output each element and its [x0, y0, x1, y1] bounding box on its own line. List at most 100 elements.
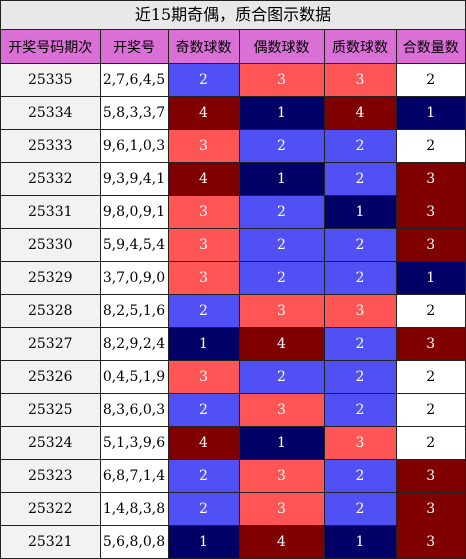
- composite-count-cell: 3: [395, 327, 465, 361]
- even-count-cell: 3: [238, 63, 325, 97]
- stats-table: 开奖号码期次 开奖号 奇数球数 偶数球数 质数球数 合数量数 25335 2,7,…: [1, 30, 465, 558]
- prime-count-cell: 4: [323, 96, 397, 130]
- odd-count-cell: 3: [167, 228, 240, 262]
- table-row: 25329 3,7,0,9,0 3 2 2 1: [1, 261, 465, 295]
- header-row: 开奖号码期次 开奖号 奇数球数 偶数球数 质数球数 合数量数: [1, 30, 465, 64]
- numbers-cell: 5,8,3,3,7: [99, 96, 169, 130]
- period-cell: 25334: [1, 96, 101, 130]
- numbers-cell: 5,1,3,9,6: [99, 426, 169, 460]
- composite-count-cell: 2: [395, 426, 465, 460]
- table-row: 25321 5,6,8,0,8 1 4 1 3: [1, 525, 465, 558]
- even-count-cell: 3: [238, 393, 325, 427]
- period-cell: 25323: [1, 459, 101, 493]
- numbers-cell: 5,6,8,0,8: [99, 525, 169, 558]
- even-count-cell: 3: [238, 459, 325, 493]
- table-row: 25326 0,4,5,1,9 3 2 2 2: [1, 360, 465, 394]
- composite-count-cell: 1: [395, 261, 465, 295]
- even-count-cell: 2: [238, 129, 325, 163]
- prime-count-cell: 2: [323, 261, 397, 295]
- prime-count-cell: 3: [323, 294, 397, 328]
- numbers-cell: 8,2,9,2,4: [99, 327, 169, 361]
- table-row: 25335 2,7,6,4,5 2 3 3 2: [1, 63, 465, 97]
- table-row: 25334 5,8,3,3,7 4 1 4 1: [1, 96, 465, 130]
- page-title: 近15期奇偶，质合图示数据: [1, 1, 465, 30]
- table-row: 25323 6,8,7,1,4 2 3 2 3: [1, 459, 465, 493]
- period-cell: 25324: [1, 426, 101, 460]
- prime-count-cell: 1: [323, 195, 397, 229]
- prime-count-cell: 2: [323, 228, 397, 262]
- even-count-cell: 1: [238, 162, 325, 196]
- prime-count-cell: 2: [323, 129, 397, 163]
- table-row: 25322 1,4,8,3,8 2 3 2 3: [1, 492, 465, 526]
- prime-count-cell: 2: [323, 492, 397, 526]
- composite-count-cell: 3: [395, 228, 465, 262]
- composite-count-cell: 3: [395, 525, 465, 558]
- header-composite-count: 合数量数: [395, 30, 465, 64]
- numbers-cell: 8,2,5,1,6: [99, 294, 169, 328]
- odd-count-cell: 3: [167, 261, 240, 295]
- table-row: 25325 8,3,6,0,3 2 3 2 2: [1, 393, 465, 427]
- period-cell: 25335: [1, 63, 101, 97]
- period-cell: 25330: [1, 228, 101, 262]
- table-row: 25333 9,6,1,0,3 3 2 2 2: [1, 129, 465, 163]
- prime-count-cell: 2: [323, 327, 397, 361]
- even-count-cell: 1: [238, 96, 325, 130]
- numbers-cell: 9,3,9,4,1: [99, 162, 169, 196]
- odd-count-cell: 4: [167, 96, 240, 130]
- numbers-cell: 8,3,6,0,3: [99, 393, 169, 427]
- period-cell: 25322: [1, 492, 101, 526]
- even-count-cell: 2: [238, 228, 325, 262]
- even-count-cell: 3: [238, 294, 325, 328]
- period-cell: 25333: [1, 129, 101, 163]
- composite-count-cell: 2: [395, 63, 465, 97]
- prime-count-cell: 2: [323, 162, 397, 196]
- table-row: 25327 8,2,9,2,4 1 4 2 3: [1, 327, 465, 361]
- numbers-cell: 2,7,6,4,5: [99, 63, 169, 97]
- period-cell: 25332: [1, 162, 101, 196]
- odd-count-cell: 2: [167, 63, 240, 97]
- header-prime-count: 质数球数: [323, 30, 397, 64]
- prime-count-cell: 2: [323, 360, 397, 394]
- period-cell: 25326: [1, 360, 101, 394]
- even-count-cell: 2: [238, 261, 325, 295]
- odd-count-cell: 4: [167, 426, 240, 460]
- composite-count-cell: 3: [395, 459, 465, 493]
- header-numbers: 开奖号: [99, 30, 169, 64]
- even-count-cell: 2: [238, 360, 325, 394]
- numbers-cell: 9,6,1,0,3: [99, 129, 169, 163]
- header-even-count: 偶数球数: [238, 30, 325, 64]
- numbers-cell: 0,4,5,1,9: [99, 360, 169, 394]
- odd-count-cell: 2: [167, 393, 240, 427]
- odd-count-cell: 3: [167, 129, 240, 163]
- period-cell: 25327: [1, 327, 101, 361]
- composite-count-cell: 3: [395, 195, 465, 229]
- even-count-cell: 2: [238, 195, 325, 229]
- even-count-cell: 3: [238, 492, 325, 526]
- odd-count-cell: 3: [167, 360, 240, 394]
- odd-count-cell: 4: [167, 162, 240, 196]
- composite-count-cell: 3: [395, 162, 465, 196]
- table-row: 25330 5,9,4,5,4 3 2 2 3: [1, 228, 465, 262]
- table-body: 25335 2,7,6,4,5 2 3 3 2 25334 5,8,3,3,7 4 1 4 1 2533…: [1, 63, 465, 558]
- header-odd-count: 奇数球数: [167, 30, 240, 64]
- numbers-cell: 5,9,4,5,4: [99, 228, 169, 262]
- composite-count-cell: 1: [395, 96, 465, 130]
- odd-count-cell: 1: [167, 525, 240, 558]
- odd-count-cell: 2: [167, 492, 240, 526]
- odd-count-cell: 1: [167, 327, 240, 361]
- even-count-cell: 4: [238, 327, 325, 361]
- table-row: 25332 9,3,9,4,1 4 1 2 3: [1, 162, 465, 196]
- period-cell: 25328: [1, 294, 101, 328]
- period-cell: 25329: [1, 261, 101, 295]
- prime-count-cell: 1: [323, 525, 397, 558]
- numbers-cell: 9,8,0,9,1: [99, 195, 169, 229]
- odd-count-cell: 2: [167, 294, 240, 328]
- odd-count-cell: 2: [167, 459, 240, 493]
- period-cell: 25325: [1, 393, 101, 427]
- numbers-cell: 3,7,0,9,0: [99, 261, 169, 295]
- composite-count-cell: 3: [395, 492, 465, 526]
- numbers-cell: 1,4,8,3,8: [99, 492, 169, 526]
- numbers-cell: 6,8,7,1,4: [99, 459, 169, 493]
- table-row: 25331 9,8,0,9,1 3 2 1 3: [1, 195, 465, 229]
